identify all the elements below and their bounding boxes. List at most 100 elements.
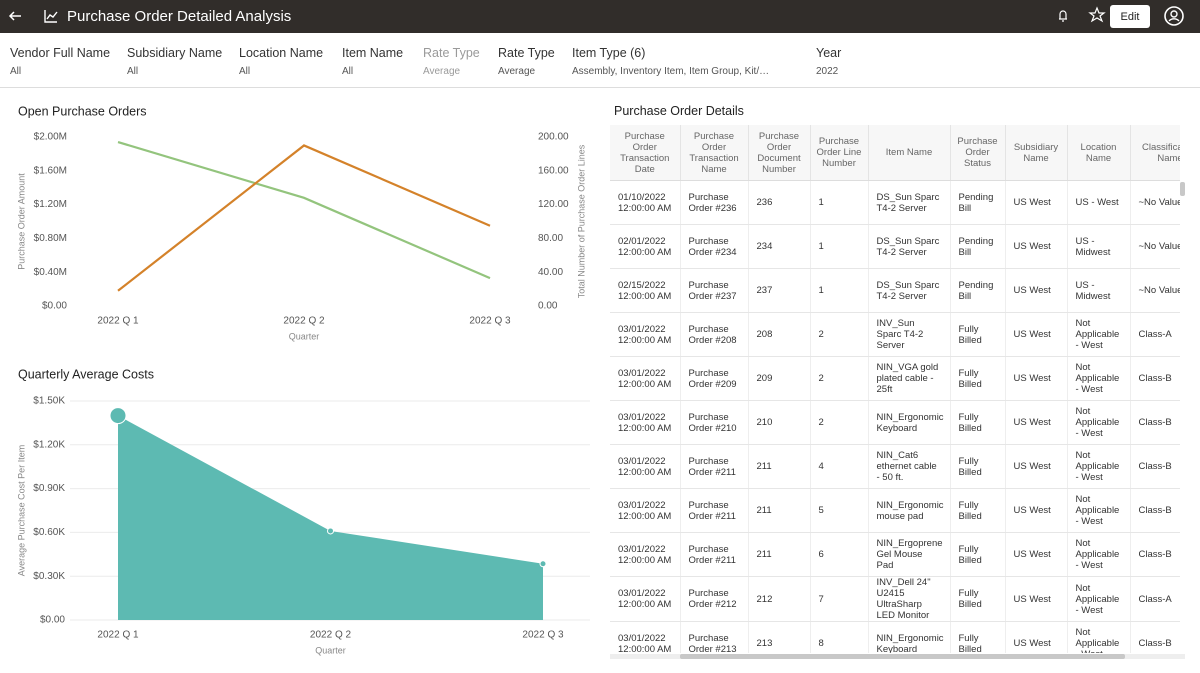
x-tick-label: 2022 Q 1 [97,316,139,327]
y2-tick-label: 200.00 [538,132,569,143]
table-row: 02/01/2022 12:00:00 AM Purchase Order #23… [610,224,1180,269]
table-cell: Not Applicable - West [1067,488,1131,533]
table-cell: Fully Billed [950,488,1006,533]
table-cell: 02/15/2022 12:00:00 AM [610,268,681,313]
y-tick-label: $1.20M [34,199,67,210]
point-marker [539,560,547,568]
table-cell: 209 [748,356,811,401]
filter-value: 2022 [816,66,839,77]
y2-tick-label: 160.00 [538,165,569,176]
table-cell: NIN_Ergonomic Keyboard [868,400,951,445]
notifications-button[interactable] [1059,10,1067,22]
table-row: 03/01/2022 12:00:00 AM Purchase Order #21… [610,621,1180,653]
x-axis-title: Quarter [315,645,346,655]
table-cell: 01/10/2022 12:00:00 AM [610,180,681,225]
filter-label: Year [816,46,842,60]
table-cell: ~No Value~ [1130,268,1180,313]
filter-label: Rate Type [498,46,555,60]
column-header: Purchase Order Transaction Name [680,125,749,181]
table-cell: Purchase Order #212 [680,576,749,622]
table-cell: 2 [810,400,869,445]
table-cell: 210 [748,400,811,445]
filter[interactable]: Item Type (6) Assembly, Inventory Item, I… [572,46,769,77]
point-marker [109,407,127,425]
y2-tick-label: 80.00 [538,233,563,244]
y-tick-label: $0.40M [34,267,67,278]
table-row: 02/15/2022 12:00:00 AM Purchase Order #23… [610,268,1180,313]
filter[interactable]: Year 2022 [816,46,841,77]
filter-bar: Vendor Full Name All Subsidiary Name All Loc… [0,33,1200,88]
table-cell: Class-A [1130,576,1180,622]
favorite-button[interactable] [1088,6,1106,23]
filter-value: All [342,66,354,77]
y-tick-label: $2.00M [34,132,67,143]
table-row: 03/01/2022 12:00:00 AM Purchase Order #21… [610,532,1180,577]
table-cell: 2 [810,312,869,357]
horizontal-scrollbar[interactable] [680,654,1125,659]
table-cell: 212 [748,576,811,622]
table-cell: Not Applicable - West [1067,400,1131,445]
vertical-scrollbar[interactable] [1180,182,1185,196]
table-cell: US West [1005,444,1068,489]
x-tick-label: 2022 Q 1 [97,630,139,641]
table-cell: DS_Sun Sparc T4-2 Server [868,180,951,225]
table-cell: ~No Value~ [1130,180,1180,225]
table-cell: US West [1005,312,1068,357]
column-header: Subsidiary Name [1005,125,1068,181]
table-cell: US West [1005,224,1068,269]
filter-label: Rate Type [423,46,480,60]
table-cell: Purchase Order #210 [680,400,749,445]
table-cell: Class-A [1130,312,1180,357]
table-cell: 03/01/2022 12:00:00 AM [610,488,681,533]
table-cell: 211 [748,444,811,489]
action-icons [1059,6,1106,23]
table-cell: US West [1005,576,1068,622]
table-cell: US - Midwest [1067,268,1131,313]
table-cell: Purchase Order #211 [680,444,749,489]
back-button[interactable] [8,11,21,21]
table-cell: 213 [748,621,811,653]
table-cell: Fully Billed [950,532,1006,577]
table-cell: 03/01/2022 12:00:00 AM [610,576,681,622]
table-cell: 03/01/2022 12:00:00 AM [610,621,681,653]
table-cell: 4 [810,444,869,489]
filter[interactable]: Vendor Full Name All [10,46,110,77]
table-cell: Not Applicable - West [1067,532,1131,577]
table-cell: Purchase Order #213 [680,621,749,653]
table-cell: Purchase Order #237 [680,268,749,313]
table-cell: 03/01/2022 12:00:00 AM [610,444,681,489]
table-cell: US West [1005,400,1068,445]
filter[interactable]: Location Name All [239,46,323,77]
y-tick-label: $0.00 [40,615,65,626]
table-cell: Purchase Order #236 [680,180,749,225]
y-tick-label: $0.30K [33,571,65,582]
y-tick-label: $1.20K [33,439,65,450]
table-row: 03/01/2022 12:00:00 AM Purchase Order #21… [610,400,1180,445]
y-axis-title: Purchase Order Amount [16,173,26,270]
x-tick-label: 2022 Q 3 [469,316,511,327]
table-cell: US West [1005,488,1068,533]
table-cell: 03/01/2022 12:00:00 AM [610,312,681,357]
user-avatar[interactable] [1163,5,1185,27]
table-cell: Purchase Order #211 [680,532,749,577]
table-cell: Class-B [1130,532,1180,577]
table-cell: Not Applicable - West [1067,621,1131,653]
filter-label: Item Name [342,46,404,60]
table-cell: NIN_Ergoprene Gel Mouse Pad [868,532,951,577]
filter-label: Location Name [239,46,324,60]
table-cell: Fully Billed [950,356,1006,401]
filter-label: Vendor Full Name [10,46,111,60]
table-body: 01/10/2022 12:00:00 AM Purchase Order #23… [610,180,1180,653]
filter[interactable]: Item Name All [342,46,403,77]
table-container: Purchase Order Transaction Date Purchase … [610,125,1180,653]
table-cell: 03/01/2022 12:00:00 AM [610,356,681,401]
table-cell: Class-B [1130,356,1180,401]
filter-label: Item Type (6) [572,46,646,60]
edit-button[interactable]: Edit [1110,5,1150,28]
table-cell: 234 [748,224,811,269]
filter[interactable]: Rate Type Average [498,46,555,77]
table-cell: 6 [810,532,869,577]
filter[interactable]: Subsidiary Name All [127,46,222,77]
chart-title: Open Purchase Orders [18,104,147,118]
